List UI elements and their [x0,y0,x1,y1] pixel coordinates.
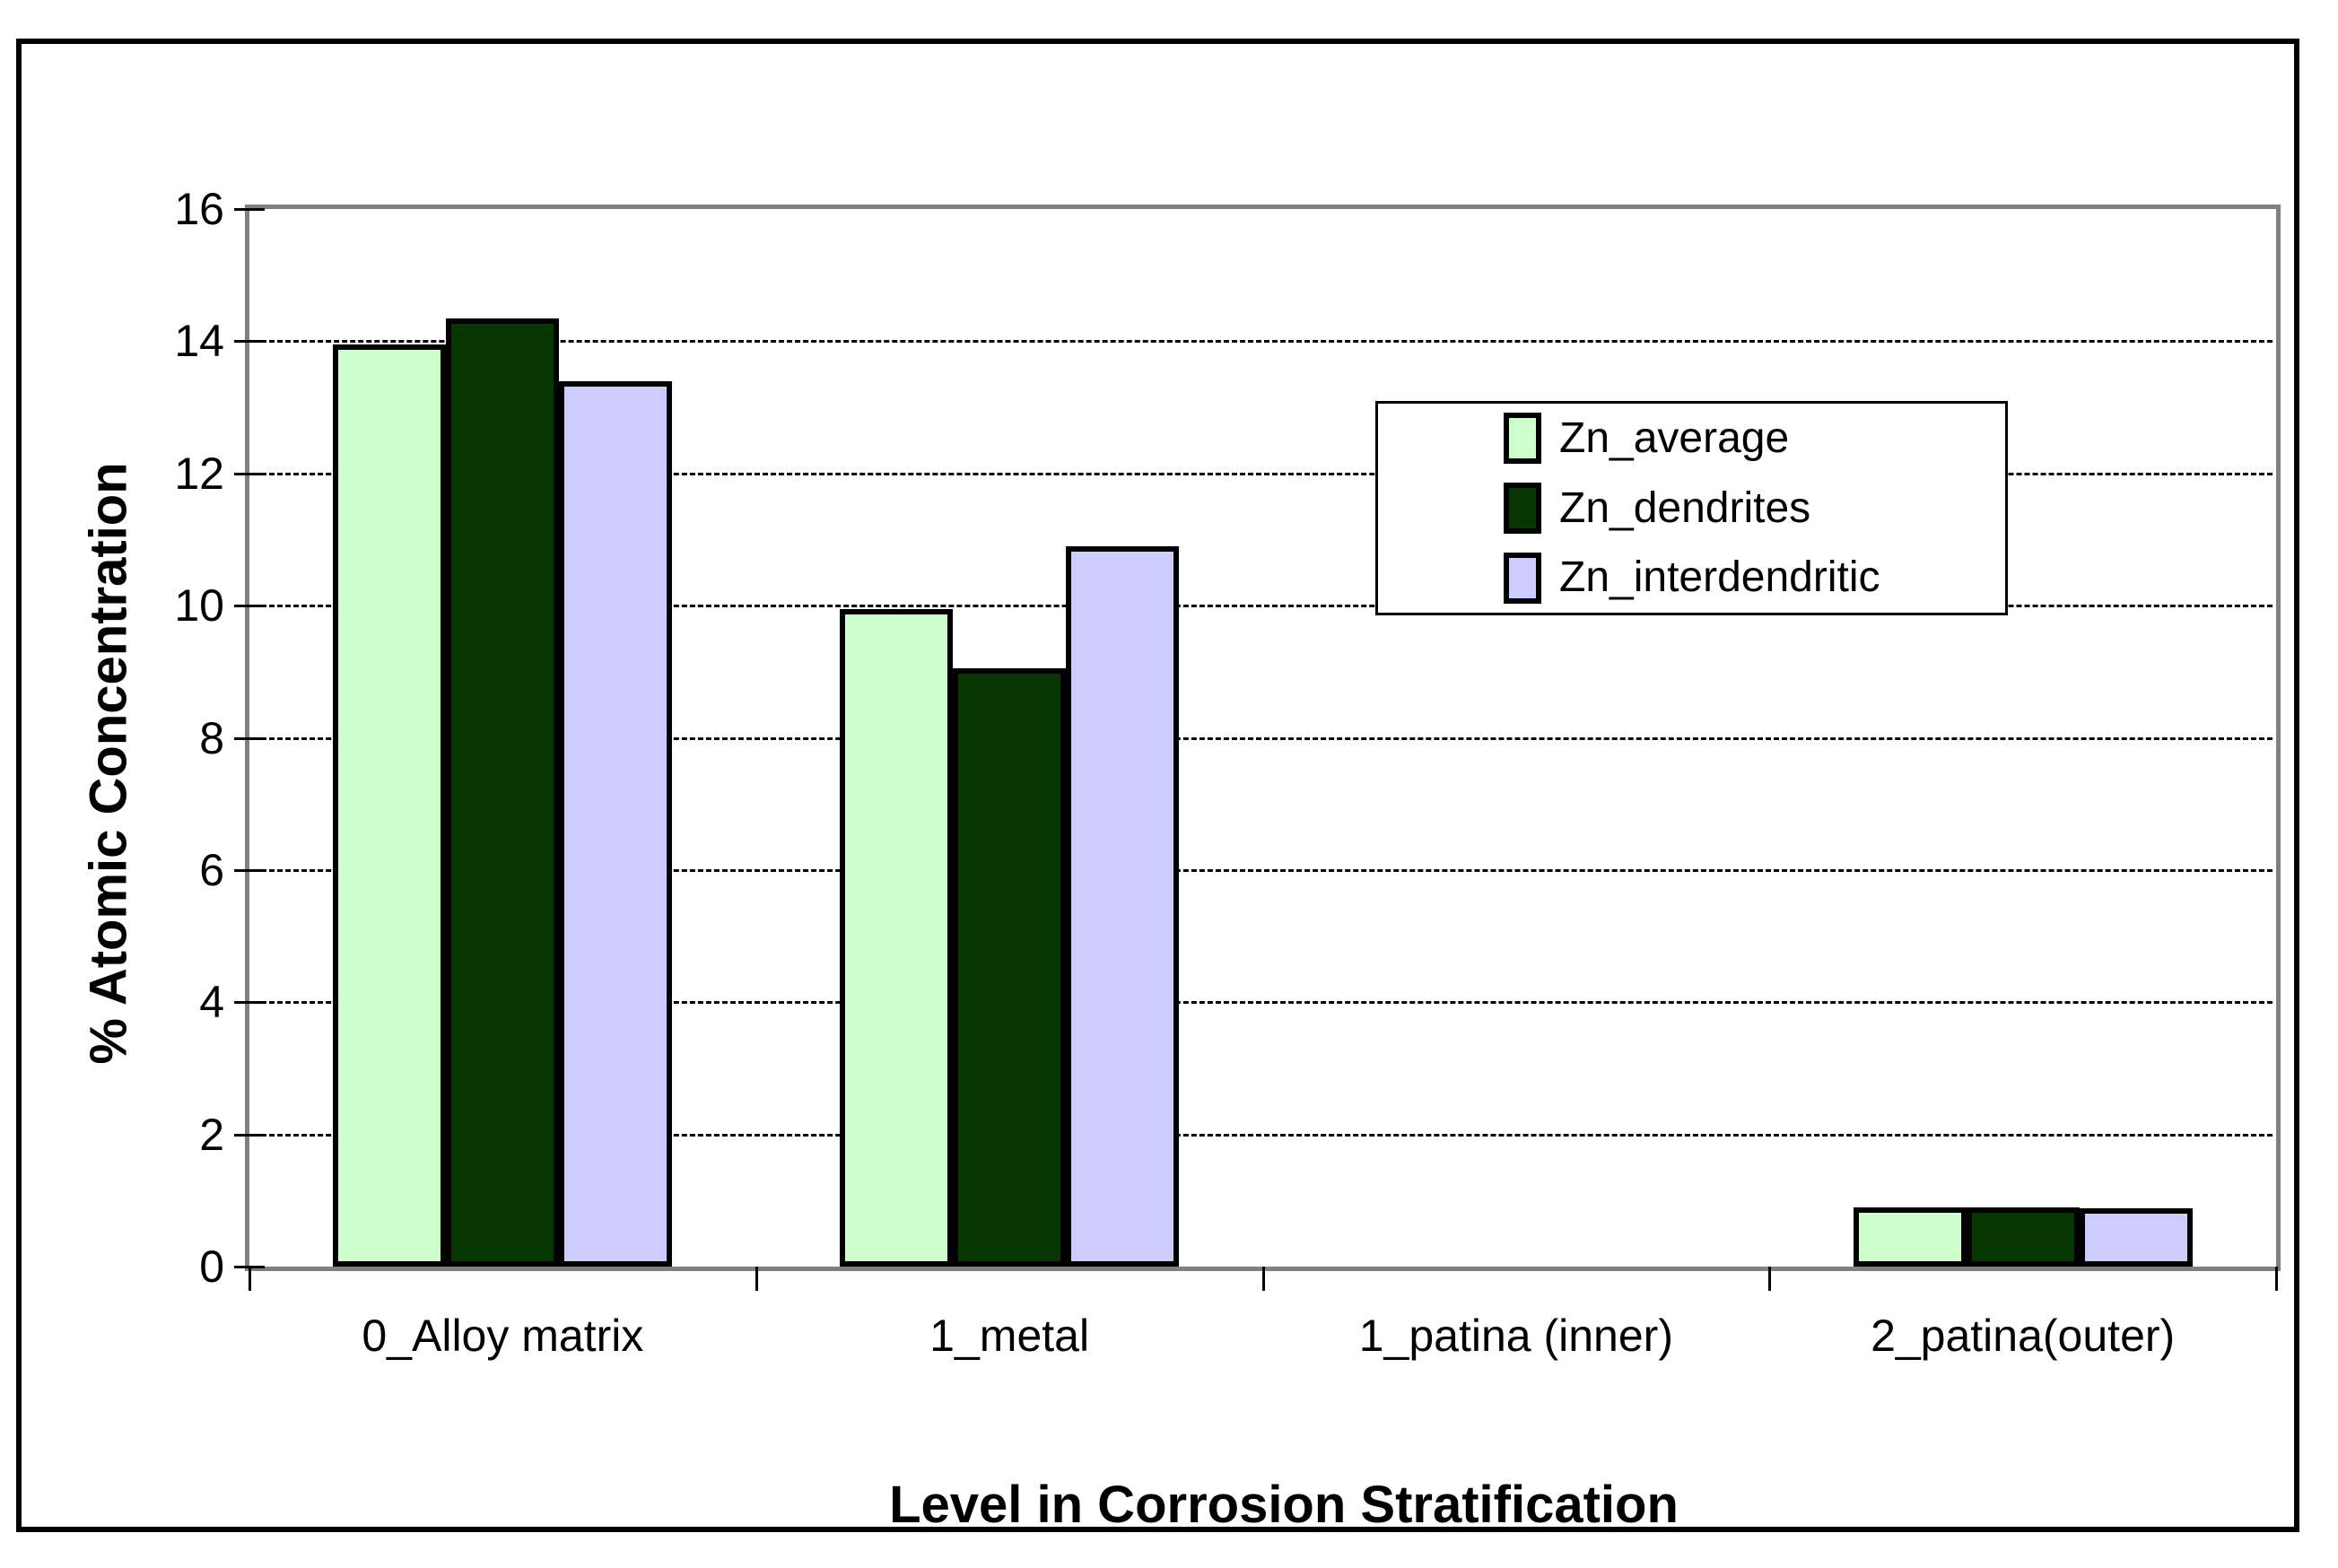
x-tick-1 [755,1267,758,1291]
legend-swatch-zn-dendrites [1504,483,1541,534]
legend: Zn_average Zn_dendrites Zn_interdendritic [1375,401,2008,615]
y-tick-label-4: 4 [199,977,224,1028]
x-category-label-0-alloy-matrix: 0_Alloy matrix [362,1311,644,1361]
legend-swatch-zn-interdendritic [1504,552,1541,604]
chart-frame: 0 2 4 6 8 10 12 14 16 0_Alloy matrix 1_metal 1_pat… [16,39,2299,1534]
gridline-y12 [253,472,2273,475]
x-tick-0 [249,1267,251,1291]
legend-item-zn-average: Zn_average [1504,404,2005,474]
y-tick-label-12: 12 [174,448,224,499]
x-category-label-1-patina-inner: 1_patina (inner) [1358,1311,1673,1361]
x-tick-2 [1261,1267,1265,1291]
bar-zn-interdendritic-2-patina-outer [2080,1208,2193,1267]
y-tick-label-0: 0 [199,1241,224,1292]
bar-zn-interdendritic-1-metal [1066,546,1179,1267]
legend-item-zn-interdendritic: Zn_interdendritic [1504,543,2005,613]
y-tick-label-10: 10 [174,580,224,632]
gridline-y8 [253,736,2273,740]
y-axis-title: % Atomic Concentration [79,462,138,1065]
gridline-y2 [253,1133,2273,1137]
y-tick-10 [234,605,265,608]
bar-zn-average-0-alloy-matrix [333,344,446,1267]
bar-zn-dendrites-2-patina-outer [1967,1207,2080,1267]
y-tick-12 [234,472,265,475]
y-tick-label-14: 14 [174,316,224,367]
x-category-label-1-metal: 1_metal [929,1311,1090,1361]
legend-label-zn-interdendritic: Zn_interdendritic [1559,553,1880,602]
gridline-y10 [253,605,2273,608]
y-tick-14 [234,340,265,344]
gridline-y6 [253,868,2273,872]
bar-zn-dendrites-0-alloy-matrix [446,318,559,1267]
y-tick-label-16: 16 [174,184,224,234]
y-tick-2 [234,1133,265,1137]
y-tick-6 [234,868,265,872]
x-tick-4 [2275,1267,2278,1291]
gridline-y14 [253,340,2273,344]
y-tick-label-2: 2 [199,1109,224,1160]
x-axis-title: Level in Corrosion Stratification [889,1476,1679,1534]
legend-item-zn-dendrites: Zn_dendrites [1504,474,2005,544]
y-tick-label-8: 8 [199,712,224,763]
bar-zn-average-1-metal [840,609,953,1267]
legend-label-zn-average: Zn_average [1559,414,1790,462]
y-tick-4 [234,1001,265,1005]
legend-swatch-zn-average [1504,413,1541,465]
legend-label-zn-dendrites: Zn_dendrites [1559,483,1811,532]
bar-zn-average-2-patina-outer [1854,1207,1967,1267]
x-category-label-2-patina-outer: 2_patina(outer) [1871,1311,2176,1361]
y-tick-label-6: 6 [199,844,224,895]
gridline-y4 [253,1001,2273,1005]
x-tick-3 [1768,1267,1772,1291]
y-tick-8 [234,736,265,740]
y-tick-16 [234,208,265,211]
bar-zn-interdendritic-0-alloy-matrix [559,381,672,1267]
bar-zn-dendrites-1-metal [953,668,1066,1267]
